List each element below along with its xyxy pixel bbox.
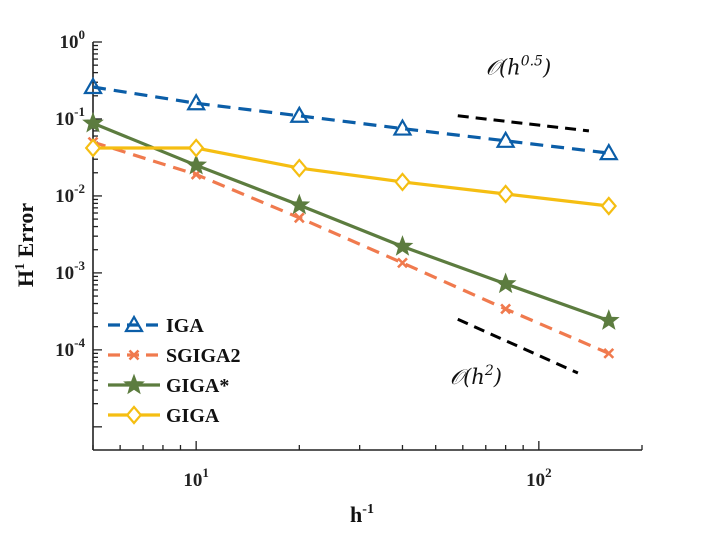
legend-marker — [123, 373, 145, 395]
x-axis-title: h-1 — [350, 502, 374, 527]
legend-marker — [124, 314, 144, 333]
data-point — [82, 111, 104, 133]
legend-marker — [128, 349, 140, 361]
y-tick-label: 10-2 — [55, 181, 85, 207]
y-tick-label: 10-3 — [55, 258, 85, 284]
legend-label: IGA — [166, 315, 204, 337]
series-group — [82, 76, 620, 359]
data-point — [598, 142, 619, 161]
reference-line — [457, 317, 579, 375]
y-axis-title: H1 Error — [13, 203, 38, 287]
y-tick-label: 100 — [60, 27, 86, 53]
data-point — [84, 138, 102, 158]
series-line-iga — [92, 85, 609, 155]
data-point — [397, 257, 408, 269]
series-line-giga — [93, 146, 609, 208]
data-point — [291, 158, 308, 178]
axes — [92, 42, 642, 451]
data-point — [289, 105, 310, 123]
reference-lines: 𝒪(h0.5) 𝒪(h2) — [450, 53, 590, 389]
data-point — [495, 130, 516, 148]
reference-label: 𝒪(h2) — [450, 363, 502, 389]
legend: IGA SGIGA2 GIGA* GIGA — [108, 314, 240, 427]
reference-line — [457, 114, 590, 133]
legend-label: GIGA* — [166, 375, 229, 397]
data-point — [603, 347, 615, 359]
data-point — [186, 93, 207, 111]
data-point — [391, 235, 414, 256]
data-point — [394, 172, 411, 192]
data-point — [293, 212, 305, 224]
data-point — [497, 184, 514, 204]
x-tick-label: 101 — [183, 465, 209, 491]
legend-marker — [125, 405, 143, 425]
x-ticks: 101 102 — [92, 441, 643, 491]
data-point — [597, 309, 620, 330]
legend-label: GIGA — [166, 405, 220, 427]
data-point — [185, 153, 208, 175]
data-point — [600, 196, 618, 216]
data-point — [500, 303, 512, 315]
data-point — [187, 138, 205, 158]
data-point — [288, 193, 311, 215]
legend-label: SGIGA2 — [166, 345, 240, 367]
data-point — [392, 118, 413, 136]
y-ticks: 100 10-1 10-2 10-3 10-4 — [55, 27, 102, 428]
data-point — [494, 272, 517, 294]
x-tick-label: 102 — [526, 465, 552, 491]
data-point — [83, 76, 103, 95]
y-tick-label: 10-1 — [55, 104, 85, 130]
series-line-giga- — [92, 121, 610, 323]
y-tick-label: 10-4 — [55, 335, 85, 361]
series-line-sgiga2 — [92, 140, 610, 355]
reference-label: 𝒪(h0.5) — [486, 53, 551, 79]
